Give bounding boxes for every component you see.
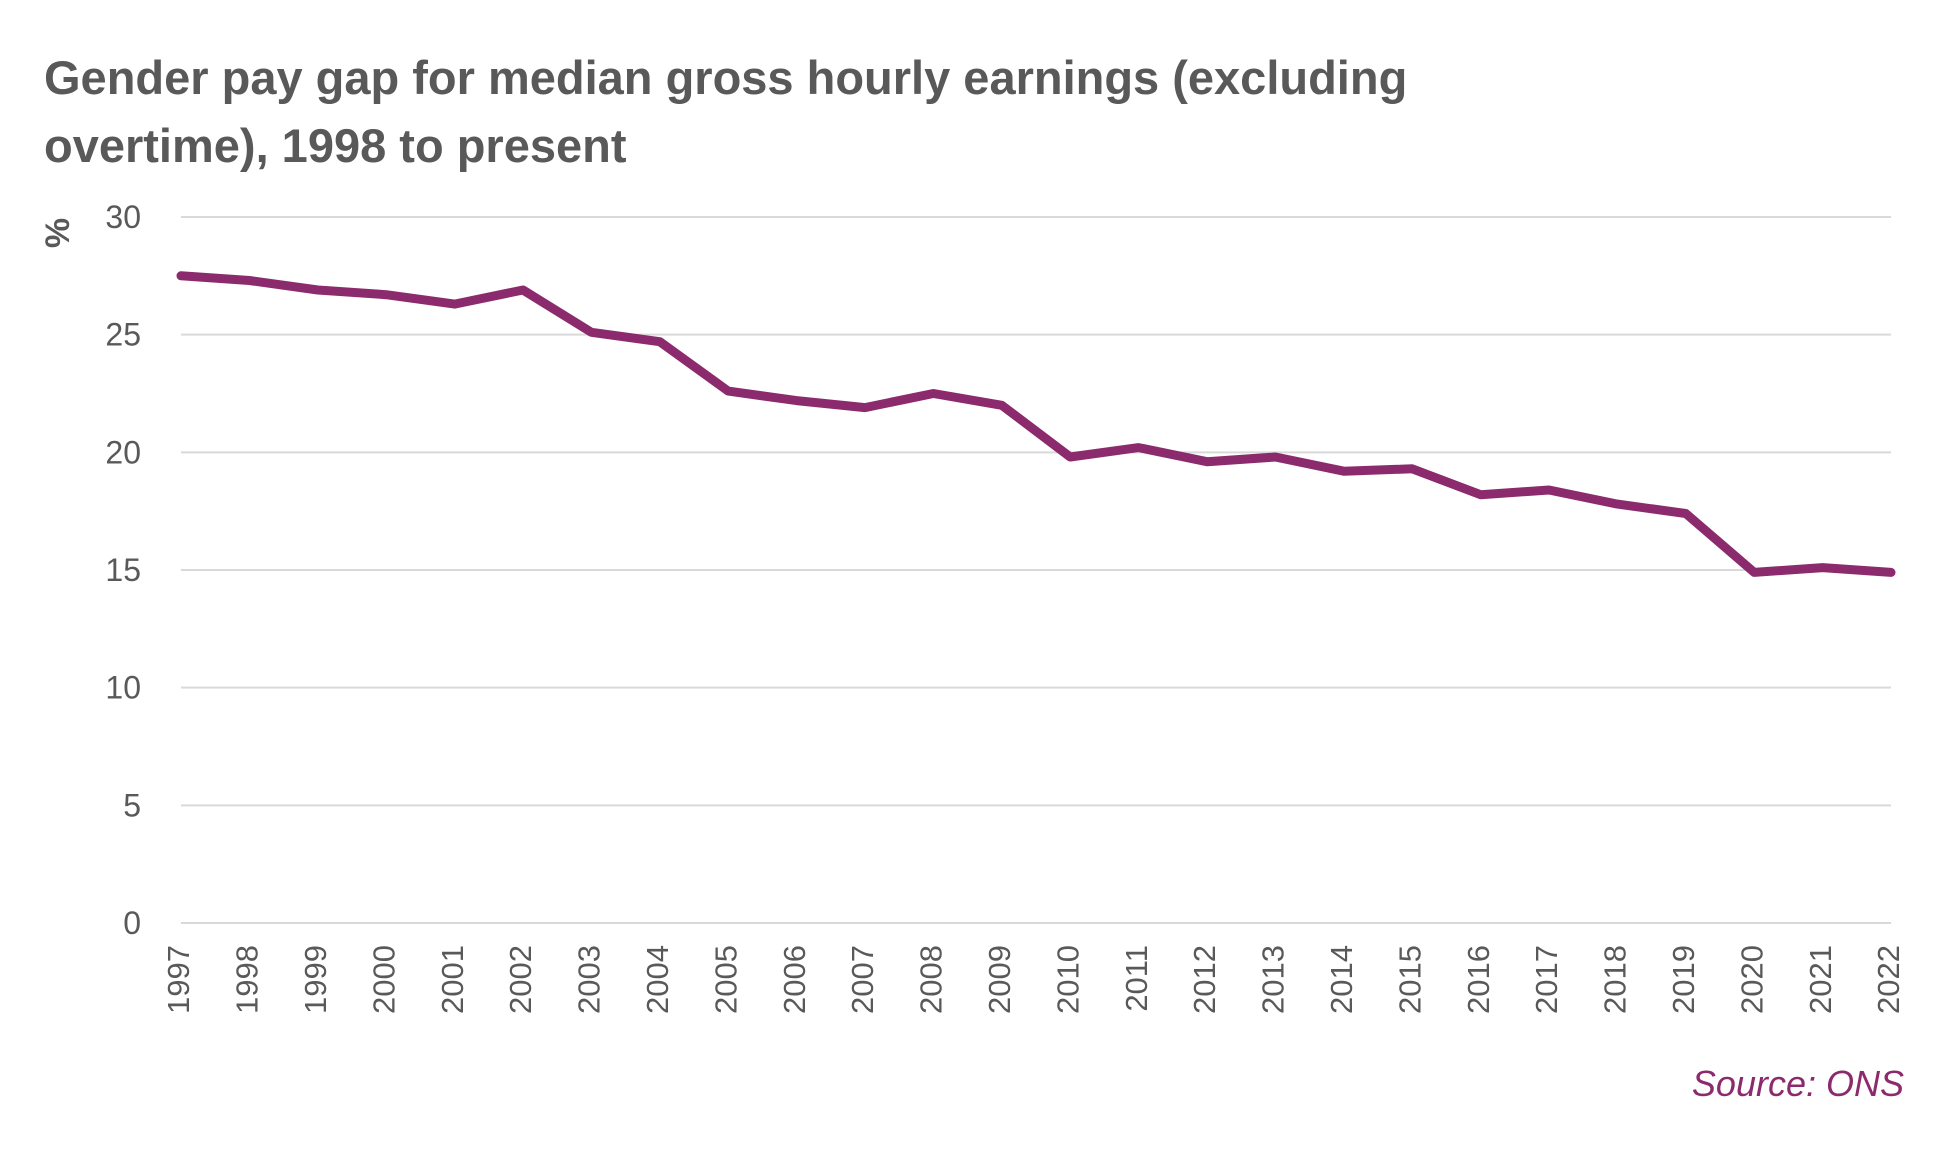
x-tick-label: 2003 xyxy=(572,945,607,1014)
x-tick-label: 1998 xyxy=(230,945,265,1014)
y-tick-label: 10 xyxy=(105,670,141,706)
x-tick-label: 2012 xyxy=(1187,945,1222,1014)
x-tick-label: 2016 xyxy=(1461,945,1496,1014)
x-tick-label: 2017 xyxy=(1529,945,1564,1014)
y-tick-label: 20 xyxy=(105,434,141,470)
x-tick-label: 2000 xyxy=(366,945,401,1014)
x-tick-label: 1997 xyxy=(161,945,196,1014)
x-tick-label: 2018 xyxy=(1598,945,1633,1014)
x-tick-label: 2020 xyxy=(1734,945,1769,1014)
y-tick-label: 25 xyxy=(105,317,141,353)
x-tick-label: 2015 xyxy=(1392,945,1427,1014)
x-tick-label: 2006 xyxy=(777,945,812,1014)
source-note: Source: ONS xyxy=(1691,1063,1904,1104)
chart-title: Gender pay gap for median gross hourly e… xyxy=(44,51,1408,172)
gridlines xyxy=(181,216,1891,924)
y-tick-label: 5 xyxy=(123,787,141,823)
y-tick-label: 0 xyxy=(123,905,141,941)
y-axis-ticks: 0 5 10 15 20 25 30 xyxy=(105,199,141,941)
y-axis-label: % xyxy=(39,218,77,248)
x-tick-label: 2007 xyxy=(845,945,880,1014)
x-tick-label: 2009 xyxy=(982,945,1017,1014)
x-tick-label: 1999 xyxy=(298,945,333,1014)
y-tick-label: 15 xyxy=(105,552,141,588)
x-tick-label: 2014 xyxy=(1324,945,1359,1014)
series-line-gender-pay-gap xyxy=(176,271,1896,577)
x-tick-label: 2013 xyxy=(1256,945,1291,1014)
x-axis-ticks: 1997 1998 1999 2000 2001 2002 2003 2004 2005 2006… xyxy=(161,945,1906,1014)
x-tick-label: 2005 xyxy=(708,945,743,1014)
x-tick-label: 2001 xyxy=(435,945,470,1014)
x-tick-label: 2004 xyxy=(640,945,675,1014)
x-tick-label: 2019 xyxy=(1666,945,1701,1014)
x-tick-label: 2011 xyxy=(1119,945,1154,1012)
x-tick-label: 2008 xyxy=(914,945,949,1014)
x-tick-label: 2021 xyxy=(1803,945,1838,1014)
x-tick-label: 2002 xyxy=(503,945,538,1014)
y-tick-label: 30 xyxy=(105,199,141,235)
x-tick-label: 2022 xyxy=(1871,945,1906,1014)
x-tick-label: 2010 xyxy=(1050,945,1085,1014)
